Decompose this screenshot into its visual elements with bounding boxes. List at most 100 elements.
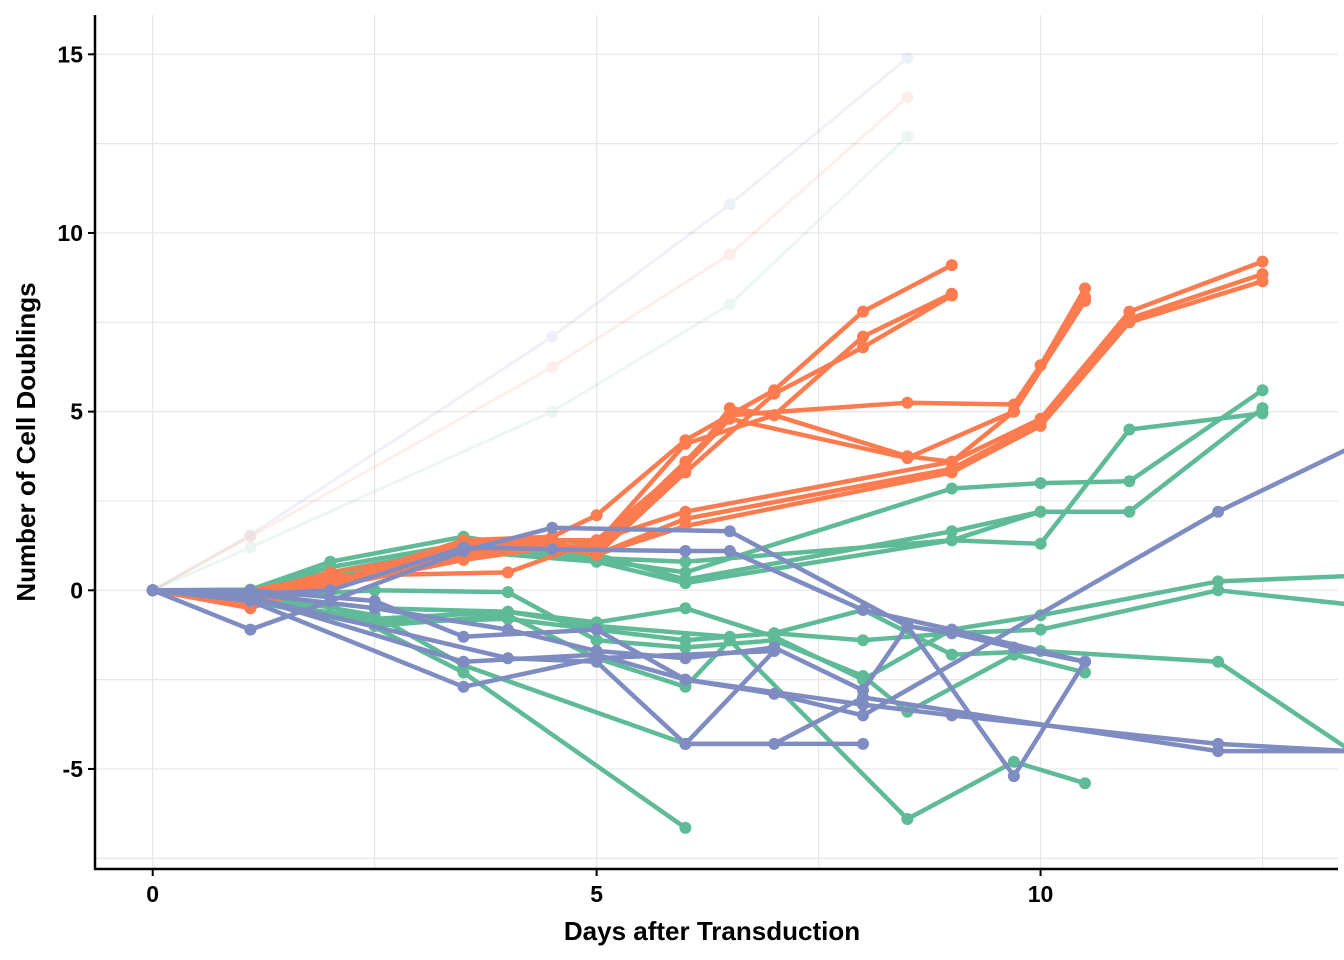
data-point bbox=[679, 821, 692, 834]
data-point bbox=[945, 525, 958, 538]
series-green-3 bbox=[146, 384, 1269, 597]
data-point bbox=[244, 530, 257, 543]
series-orange-17 bbox=[146, 282, 1091, 604]
data-point bbox=[244, 623, 257, 636]
data-point bbox=[501, 652, 514, 665]
data-point bbox=[1123, 505, 1136, 518]
data-point bbox=[546, 361, 559, 373]
data-point bbox=[857, 737, 869, 750]
data-point bbox=[679, 737, 692, 750]
data-point bbox=[244, 591, 257, 604]
data-point bbox=[1256, 407, 1269, 420]
data-point bbox=[546, 543, 559, 556]
data-point bbox=[857, 634, 869, 647]
data-point bbox=[457, 655, 470, 668]
x-axis-title: Days after Transduction bbox=[564, 916, 860, 946]
series-orange-1 bbox=[146, 91, 914, 597]
series-layer bbox=[146, 51, 1344, 834]
data-point bbox=[146, 584, 159, 597]
series-line bbox=[150, 588, 1344, 754]
data-point bbox=[501, 566, 514, 579]
data-point bbox=[857, 305, 869, 318]
data-point bbox=[679, 459, 692, 472]
data-point bbox=[1212, 745, 1225, 758]
data-point bbox=[546, 330, 559, 343]
series-line bbox=[150, 588, 1344, 749]
y-tick-label: -5 bbox=[63, 756, 84, 782]
data-point bbox=[1212, 655, 1225, 668]
data-point bbox=[1256, 384, 1269, 397]
data-point bbox=[901, 396, 914, 409]
data-point bbox=[546, 521, 559, 534]
series-line bbox=[151, 56, 909, 592]
data-point bbox=[1034, 477, 1047, 490]
series-line bbox=[150, 588, 1088, 822]
data-point bbox=[679, 545, 692, 557]
data-point bbox=[501, 586, 514, 599]
data-point bbox=[901, 452, 914, 465]
data-point bbox=[945, 627, 958, 640]
data-point bbox=[857, 670, 869, 682]
data-point bbox=[1034, 623, 1047, 636]
data-point bbox=[945, 289, 958, 302]
data-point bbox=[1212, 575, 1225, 588]
data-point bbox=[768, 387, 781, 400]
y-tick-label: 5 bbox=[70, 399, 83, 425]
data-point bbox=[723, 525, 736, 538]
data-point bbox=[244, 541, 257, 554]
data-point bbox=[590, 655, 603, 668]
data-point bbox=[857, 341, 869, 354]
data-point bbox=[768, 645, 781, 657]
series-line bbox=[150, 405, 1265, 593]
data-point bbox=[324, 584, 337, 597]
data-point bbox=[679, 577, 692, 590]
data-point bbox=[901, 130, 914, 143]
data-point bbox=[679, 634, 692, 647]
data-point bbox=[1034, 537, 1047, 550]
series-line bbox=[150, 588, 866, 747]
data-point bbox=[1079, 655, 1091, 668]
data-point bbox=[1007, 405, 1020, 418]
data-point bbox=[945, 466, 958, 479]
data-point bbox=[1079, 294, 1091, 307]
y-tick-label: 10 bbox=[57, 220, 83, 246]
data-point bbox=[723, 412, 736, 425]
data-point bbox=[768, 627, 781, 640]
data-point bbox=[1007, 770, 1020, 783]
data-point bbox=[590, 534, 603, 547]
data-point bbox=[1212, 584, 1225, 597]
data-point bbox=[679, 602, 692, 615]
data-point bbox=[457, 541, 470, 554]
series-orange-18 bbox=[146, 291, 1091, 600]
data-point bbox=[368, 602, 381, 615]
data-point bbox=[501, 623, 514, 636]
data-point bbox=[857, 691, 869, 704]
data-point bbox=[501, 612, 514, 625]
data-point bbox=[457, 553, 470, 566]
data-point bbox=[1034, 419, 1047, 432]
data-point bbox=[1079, 777, 1091, 790]
data-point bbox=[1212, 505, 1225, 518]
x-tick-label: 0 bbox=[146, 881, 159, 907]
data-point bbox=[857, 709, 869, 722]
series-line bbox=[151, 135, 909, 592]
data-point bbox=[1256, 275, 1269, 288]
data-point bbox=[590, 634, 603, 647]
data-point bbox=[723, 545, 736, 557]
series-blue-29 bbox=[146, 584, 869, 750]
data-point bbox=[546, 405, 559, 418]
data-point bbox=[1256, 255, 1269, 268]
data-point bbox=[723, 248, 736, 261]
data-point bbox=[723, 198, 736, 211]
data-point bbox=[901, 51, 914, 64]
axes bbox=[93, 15, 1338, 871]
series-blue-0 bbox=[146, 51, 914, 597]
y-axis-title: Number of Cell Doublings bbox=[11, 282, 41, 601]
data-point bbox=[945, 534, 958, 547]
x-tick-label: 10 bbox=[1028, 881, 1054, 907]
data-point bbox=[901, 620, 914, 632]
data-point bbox=[679, 437, 692, 450]
data-point bbox=[679, 555, 692, 568]
data-point bbox=[457, 630, 470, 643]
data-point bbox=[945, 259, 958, 272]
